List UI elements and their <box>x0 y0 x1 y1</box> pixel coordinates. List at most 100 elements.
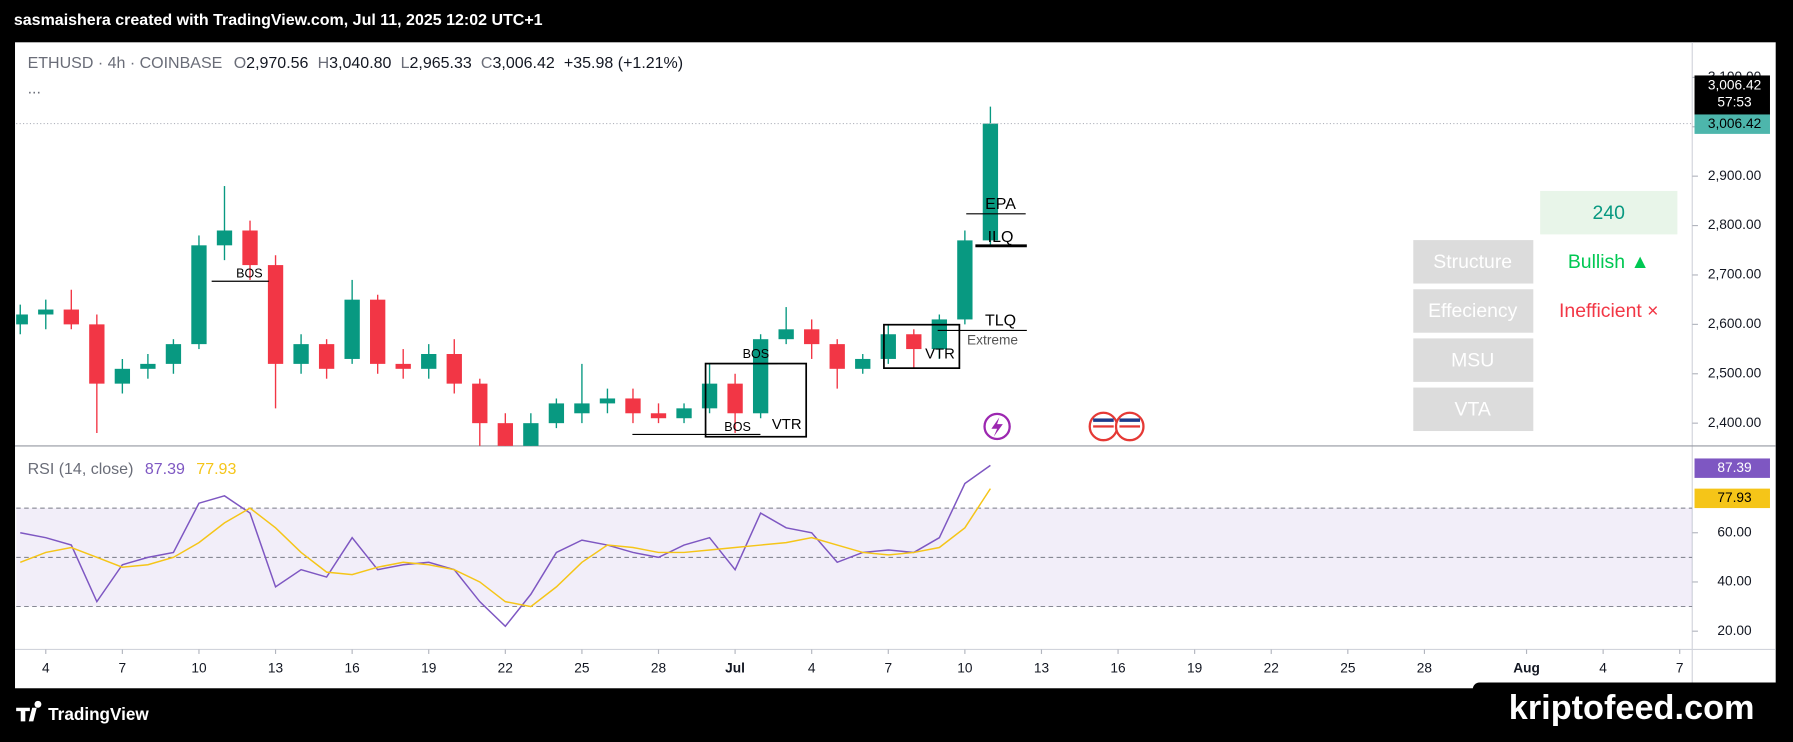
annotation: BOS <box>743 347 770 361</box>
panel-cell <box>1413 338 1534 382</box>
x-tick-label: 4 <box>42 660 50 675</box>
x-tick-label: 13 <box>1034 660 1050 675</box>
candle-body <box>931 319 948 350</box>
ohlc-name: H <box>318 55 330 72</box>
candle-body <box>293 344 309 364</box>
candle-body <box>804 329 820 345</box>
y-tick-label: 40.00 <box>1717 574 1752 589</box>
rsi-plot <box>16 464 1693 628</box>
candle-body <box>599 398 616 404</box>
annotation: EPA <box>985 196 1016 213</box>
watermark-bg <box>1472 682 1790 738</box>
candle-body <box>829 344 845 369</box>
ohlc-value: 3,006.42 <box>492 55 554 72</box>
candle-body <box>114 368 131 384</box>
y-tick-label: 2,600.00 <box>1708 316 1762 331</box>
x-tick-label: 28 <box>1417 660 1433 675</box>
annotation: BOS <box>236 267 263 281</box>
annotation: VTR <box>925 346 955 362</box>
panel-label: Effeciency <box>1428 300 1518 322</box>
timeframe-bg <box>1540 190 1678 235</box>
ohlc-name: L <box>401 55 410 72</box>
candle-body <box>16 314 28 325</box>
candle-body <box>676 408 692 419</box>
y-tick-label: 2,900.00 <box>1708 168 1762 183</box>
symbol: ETHUSD · 4h · COINBASE <box>28 55 223 72</box>
flag-stripe <box>1119 418 1141 422</box>
annotation: VTR <box>772 417 802 433</box>
x-tick-label: 19 <box>1187 660 1202 675</box>
x-tick-label: 7 <box>1676 660 1684 675</box>
event-icons <box>983 411 1145 442</box>
candle-body <box>727 383 743 414</box>
candle-body <box>140 363 156 369</box>
event-icon <box>991 417 1003 437</box>
price-label-bg <box>1694 114 1770 134</box>
annotation: Extreme <box>967 332 1018 347</box>
x-tick-label: 7 <box>884 660 892 675</box>
x-tick-label: 10 <box>957 660 973 675</box>
candle-body <box>38 309 54 315</box>
y-tick-label: 2,800.00 <box>1708 217 1762 232</box>
panel-cell <box>1413 240 1534 284</box>
x-tick-label: 19 <box>421 660 436 675</box>
flag-stripe <box>1119 425 1141 428</box>
rsi-title: RSI (14, close) <box>28 461 134 478</box>
annotation: ILQ <box>988 229 1014 246</box>
candle-body <box>216 230 233 246</box>
x-tick-label: 22 <box>1264 660 1279 675</box>
ohlc-value: 2,970.56 <box>246 55 308 72</box>
candle-body <box>421 354 437 369</box>
rsi-line <box>19 488 992 608</box>
candle-body <box>165 344 182 364</box>
panel-label: MSU <box>1451 349 1494 371</box>
panel-label: Structure <box>1433 251 1512 273</box>
candle-body <box>778 329 794 340</box>
candle-body <box>89 324 105 384</box>
y-tick-label: 2,500.00 <box>1708 365 1762 380</box>
panel-state: Inefficient × <box>1559 300 1659 322</box>
candle-body <box>523 423 539 446</box>
ohlc-value: 3,040.80 <box>329 55 391 72</box>
y-tick-label: 2,400.00 <box>1708 415 1762 430</box>
candle-body <box>650 413 667 419</box>
x-tick-label: 4 <box>1599 660 1607 675</box>
x-tick-label: 25 <box>574 660 590 675</box>
candle-body <box>625 398 641 414</box>
legend: ETHUSD · 4h · COINBASE O2,970.56 H3,040.80… <box>28 55 684 72</box>
legend: RSI (14, close) 87.39 77.93 <box>28 461 237 478</box>
panel-cell <box>1413 289 1534 333</box>
candle-body <box>370 299 386 364</box>
timeframe: 240 <box>1593 202 1626 224</box>
candle-body <box>446 354 462 384</box>
candle-body <box>267 265 284 364</box>
candle-body <box>191 245 207 345</box>
countdown: 57:53 <box>1717 95 1752 110</box>
candle-body <box>497 423 513 446</box>
annotation-shapes <box>211 213 1027 438</box>
vtr-box <box>883 323 961 369</box>
value-label-bg <box>1694 458 1770 478</box>
more: ... <box>28 80 41 97</box>
x-tick-label: 13 <box>268 660 284 675</box>
candles <box>16 106 999 446</box>
brand: TradingView <box>48 704 149 724</box>
change: +35.98 (+1.21%) <box>564 55 683 72</box>
y-tick-label: 60.00 <box>1717 524 1752 539</box>
candle-body <box>574 403 590 414</box>
footer: TradingView kriptofeed.com <box>16 682 1790 738</box>
candle-body <box>957 240 973 320</box>
candle-body <box>472 383 488 424</box>
x-tick-label: 7 <box>119 660 127 675</box>
price-label: 3,006.42 <box>1708 77 1761 92</box>
flag-stripe <box>1093 425 1114 428</box>
rsi-line <box>20 464 991 628</box>
x-tick-label: 10 <box>191 660 207 675</box>
candle-body <box>344 299 360 359</box>
candle-body <box>701 383 718 409</box>
annotation: BOS <box>724 420 751 434</box>
candle-body <box>982 123 999 241</box>
x-tick-label: 28 <box>651 660 667 675</box>
candle-body <box>752 339 769 414</box>
